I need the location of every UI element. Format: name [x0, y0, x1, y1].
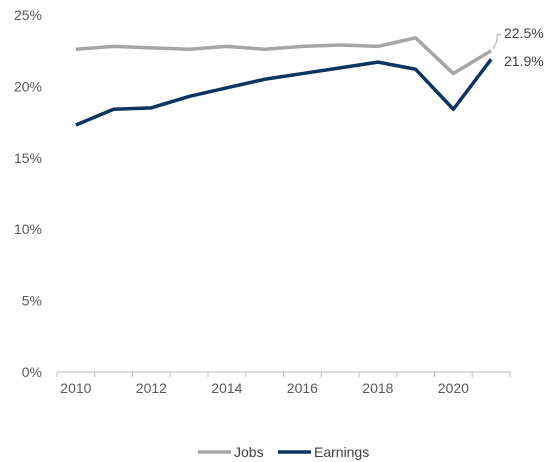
y-tick-label: 25% — [14, 7, 42, 23]
x-tick-label: 2012 — [136, 380, 167, 396]
x-tick-label: 2010 — [60, 380, 91, 396]
y-tick-label: 15% — [14, 150, 42, 166]
x-tick-label: 2014 — [211, 380, 242, 396]
y-tick-label: 20% — [14, 78, 42, 94]
legend: Jobs Earnings — [198, 444, 369, 460]
y-tick-label: 10% — [14, 221, 42, 237]
x-tick-label: 2016 — [287, 380, 318, 396]
x-tick-label: 2018 — [362, 380, 393, 396]
series-line-jobs — [75, 36, 493, 76]
series-line-earnings — [75, 58, 493, 127]
series-lines — [75, 36, 493, 127]
earnings-end-label: 21.9% — [504, 53, 544, 69]
y-axis: 0% 5% 10% 15% 20% 25% — [14, 7, 42, 380]
end-labels: 22.5% 21.9% — [492, 25, 544, 69]
legend-label-jobs: Jobs — [234, 444, 264, 460]
y-tick-label: 0% — [22, 364, 42, 380]
jobs-end-label: 22.5% — [504, 25, 544, 41]
y-tick-label: 5% — [22, 293, 42, 309]
legend-label-earnings: Earnings — [314, 444, 369, 460]
jobs-label-leader — [492, 34, 502, 49]
x-tick-label: 2020 — [438, 380, 469, 396]
x-axis: 2010 2012 2014 2016 2018 2020 — [56, 371, 511, 396]
